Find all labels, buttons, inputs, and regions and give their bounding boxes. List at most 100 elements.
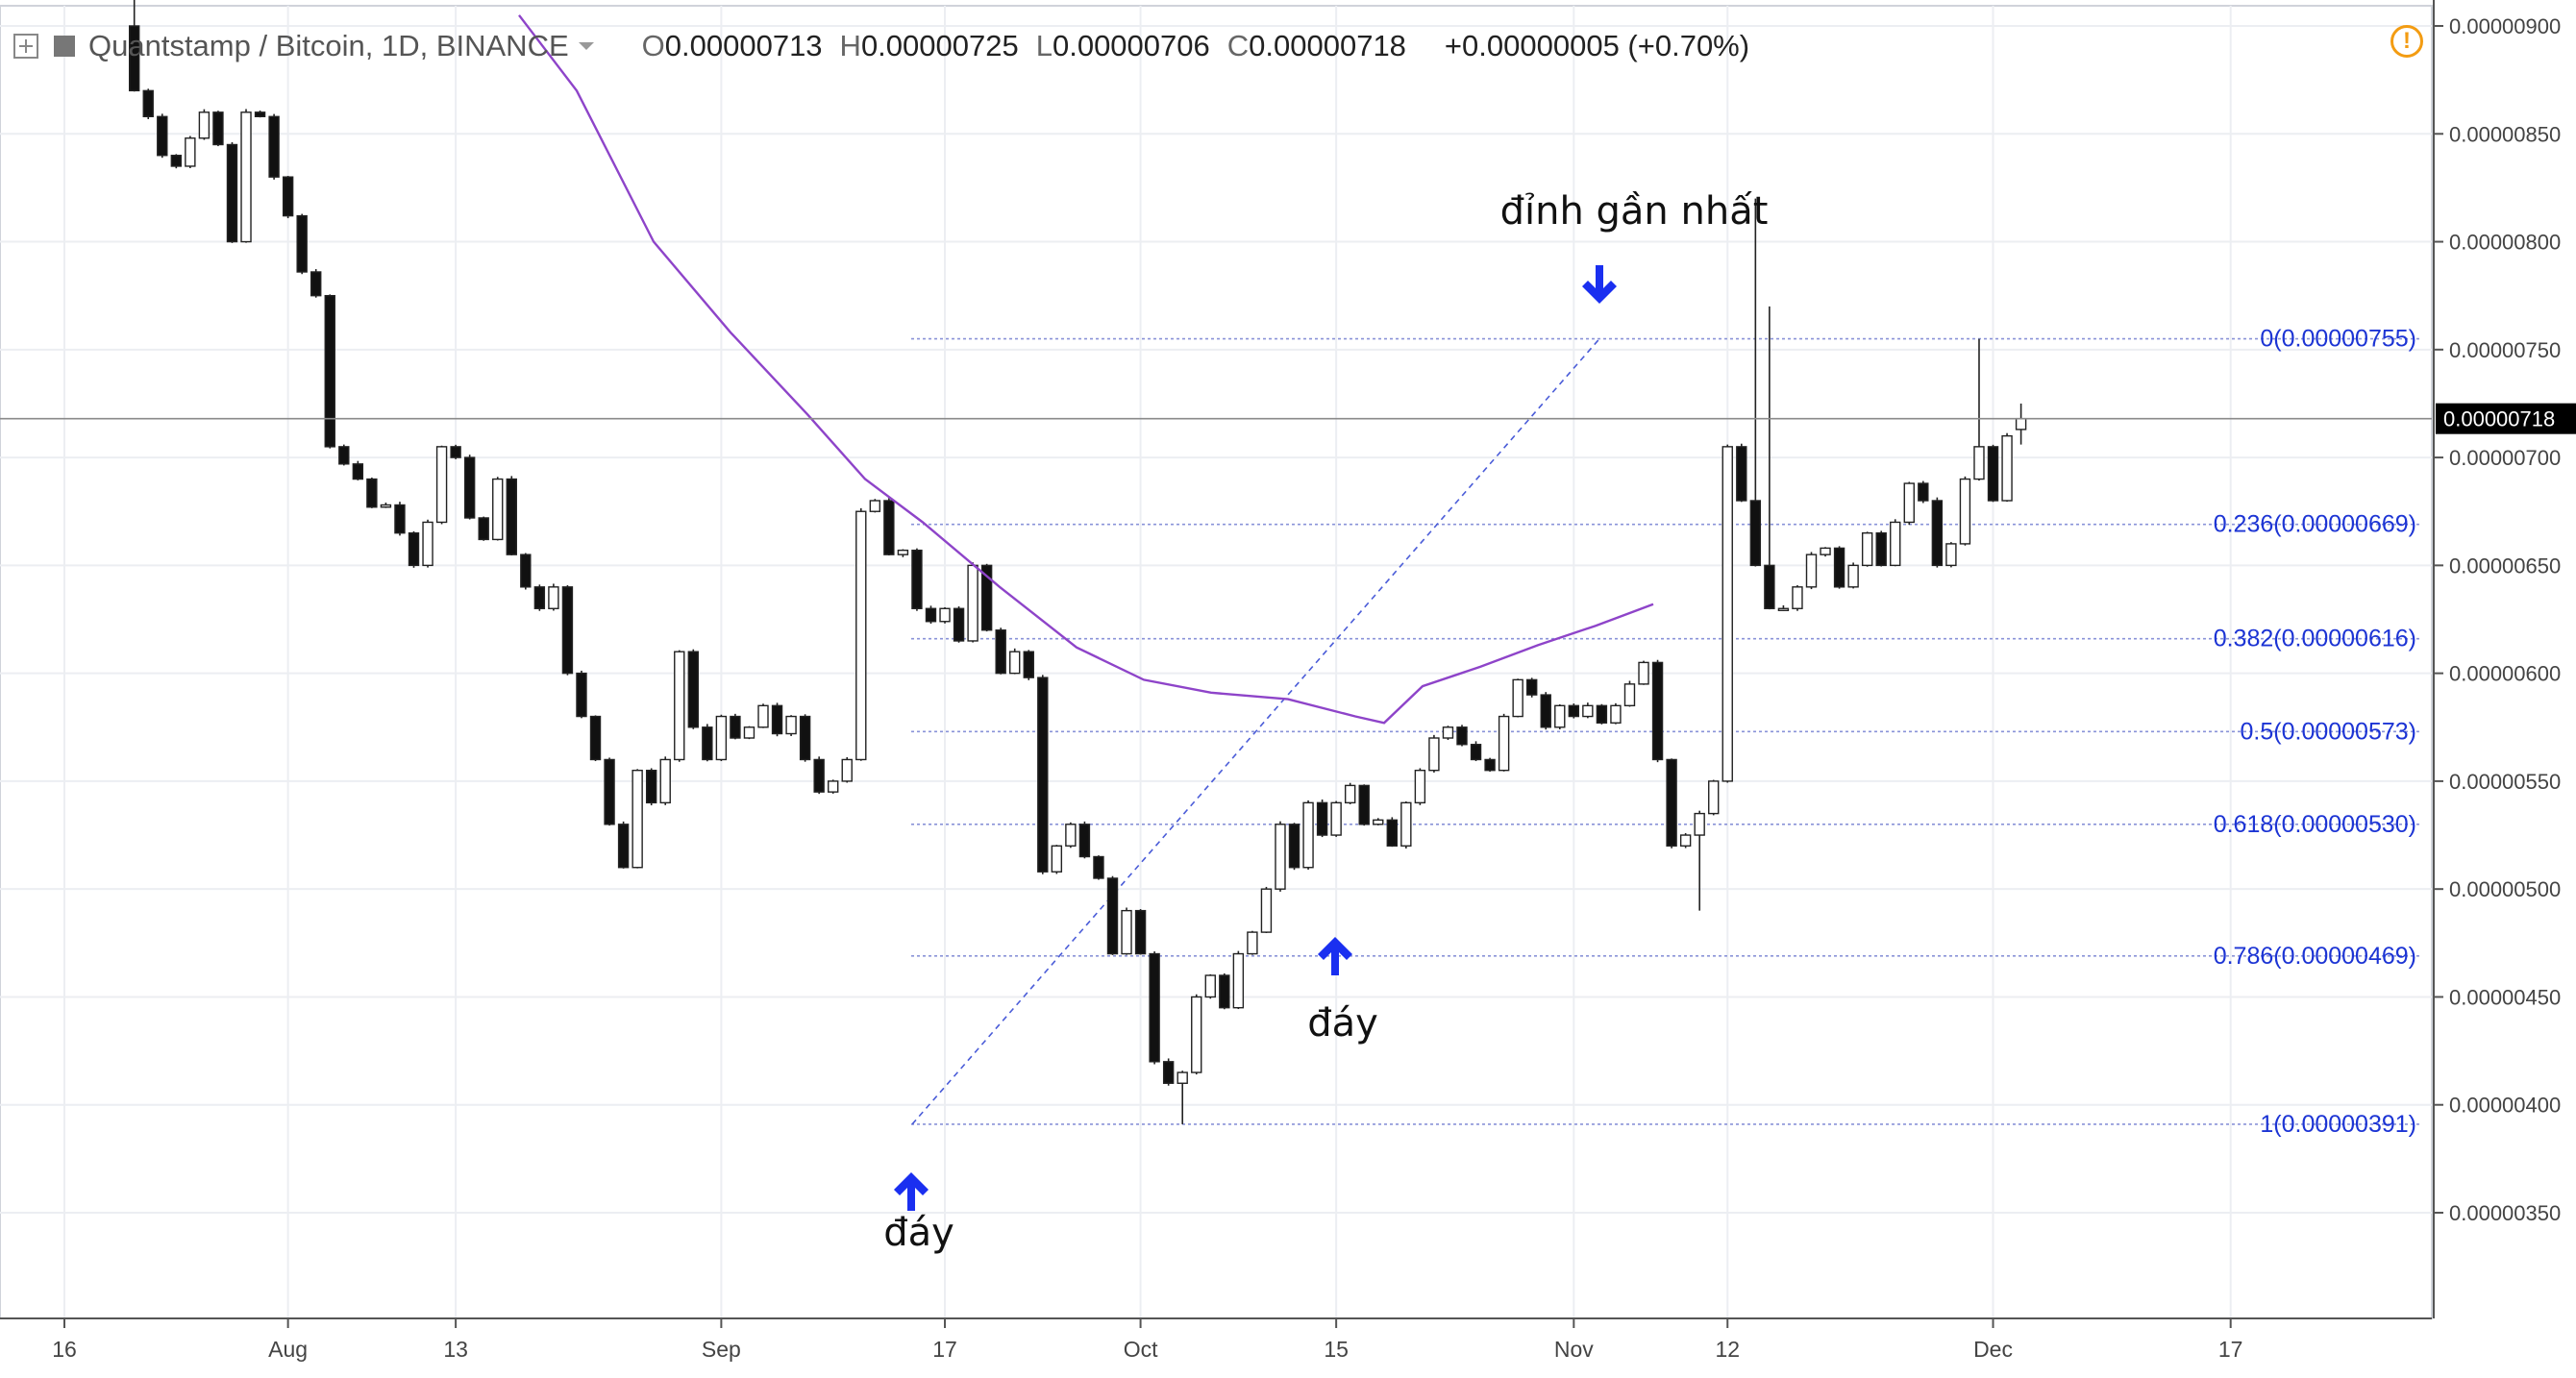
candle-up [185, 137, 196, 167]
change-value: +0.00000005 (+0.70%) [1444, 29, 1750, 62]
candle-down [1219, 974, 1230, 1009]
candle-down [1386, 819, 1399, 847]
candle-up [492, 478, 504, 541]
low-key: L [1035, 29, 1053, 62]
candle-up [1820, 547, 1831, 555]
candle-up [1051, 845, 1063, 873]
candle-down [911, 549, 923, 609]
candle-down [324, 294, 335, 448]
candle-up [1275, 824, 1286, 890]
candle-up [1805, 554, 1818, 588]
candle-up [1903, 482, 1915, 524]
candle-down [1525, 678, 1538, 696]
candle-down [1987, 446, 1999, 502]
symbol-title[interactable]: Quantstamp / Bitcoin, 1D, BINANCE [88, 29, 569, 62]
fib-level-label: 1(0.00000391) [2260, 1111, 2416, 1138]
x-axis-tick-label: Aug [268, 1337, 308, 1362]
candle-up [1414, 769, 1426, 804]
candle-up [422, 521, 433, 567]
fib-level-label: 0.786(0.00000469) [2214, 943, 2416, 970]
high-key: H [839, 29, 861, 62]
plot-frame [0, 5, 2433, 1319]
candle-down [1078, 824, 1091, 858]
candle-down [1023, 651, 1034, 678]
candle-up [869, 500, 881, 512]
y-axis-tick-label: 0.00000700 [2449, 446, 2561, 470]
x-axis-tick-label: 15 [1324, 1337, 1349, 1362]
candle-down [310, 271, 322, 297]
x-axis-tick-label: Nov [1554, 1337, 1594, 1362]
candle-up [1260, 888, 1273, 933]
candle-up [1638, 661, 1649, 685]
x-axis-tick-label: 12 [1715, 1337, 1740, 1362]
candle-down [408, 531, 420, 567]
warning-icon[interactable]: ! [2390, 25, 2423, 58]
candle-down [254, 111, 266, 118]
fib-level-label: 0.618(0.00000530) [2214, 811, 2416, 838]
candle-down [506, 478, 517, 555]
candle-up [785, 715, 797, 735]
candle-down [1736, 446, 1747, 502]
candle-up [1428, 737, 1440, 772]
candle-up [1945, 543, 1957, 567]
candle-up [1847, 564, 1859, 588]
second-bottom-label: đáy [1307, 1001, 1378, 1046]
candle-down [561, 586, 574, 675]
y-axis-tick-label: 0.00000850 [2449, 122, 2561, 146]
candle-down [980, 564, 993, 631]
candle-up [1204, 974, 1216, 998]
candle-down [268, 115, 280, 178]
candle-down [1568, 704, 1580, 718]
candle-down [352, 463, 364, 480]
candle-up [1890, 521, 1901, 567]
candle-up [198, 111, 211, 139]
expand-icon[interactable] [13, 34, 38, 59]
fib-level-label: 0.382(0.00000616) [2214, 626, 2416, 652]
chevron-down-icon[interactable] [578, 42, 594, 50]
fib-trend-line [911, 338, 1600, 1125]
chart-header: Quantstamp / Bitcoin, 1D, BINANCE O 0.000… [13, 25, 1749, 67]
y-axis-tick-label: 0.00000500 [2449, 877, 2561, 901]
candle-down [995, 629, 1006, 675]
candle-down [157, 115, 168, 157]
candle-down [1162, 1061, 1175, 1084]
candle-up [632, 769, 643, 869]
x-axis-tick-label: Oct [1124, 1337, 1158, 1362]
candle-up [1792, 586, 1803, 609]
candle-down [883, 500, 895, 555]
candle-down [1358, 784, 1370, 825]
candle-up [1694, 812, 1705, 836]
candle-up [1330, 801, 1342, 836]
candle-down [925, 607, 937, 623]
candle-down [478, 517, 489, 541]
candle-up [1777, 607, 1790, 611]
candle-down [1093, 855, 1104, 879]
candle-down [1456, 726, 1468, 746]
candle-down [1749, 500, 1762, 567]
candle-up [548, 586, 559, 609]
candle-down [296, 214, 308, 273]
candle-up [1623, 683, 1636, 707]
fib-level-label: 0.5(0.00000573) [2241, 718, 2416, 745]
candle-down [730, 715, 741, 739]
high-value: 0.00000725 [860, 29, 1019, 62]
candle-down [142, 89, 154, 118]
candle-down [226, 143, 238, 243]
candle-up [855, 510, 867, 761]
low-value: 0.00000706 [1052, 29, 1210, 62]
bottom-label: đáy [883, 1211, 954, 1255]
candle-down [1875, 531, 1887, 567]
candle-down [1931, 500, 1944, 567]
candle-down [128, 25, 140, 92]
candle-up [1959, 478, 1971, 545]
last-price-label: 0.00000718 [2443, 407, 2555, 431]
candle-down [953, 607, 965, 642]
candle-up [743, 726, 755, 739]
candle-up [1302, 801, 1314, 869]
close-value: 0.00000718 [1249, 29, 1406, 62]
x-axis-tick-label: 17 [2218, 1337, 2243, 1362]
candle-down [604, 758, 615, 825]
candle-up [1400, 801, 1412, 847]
